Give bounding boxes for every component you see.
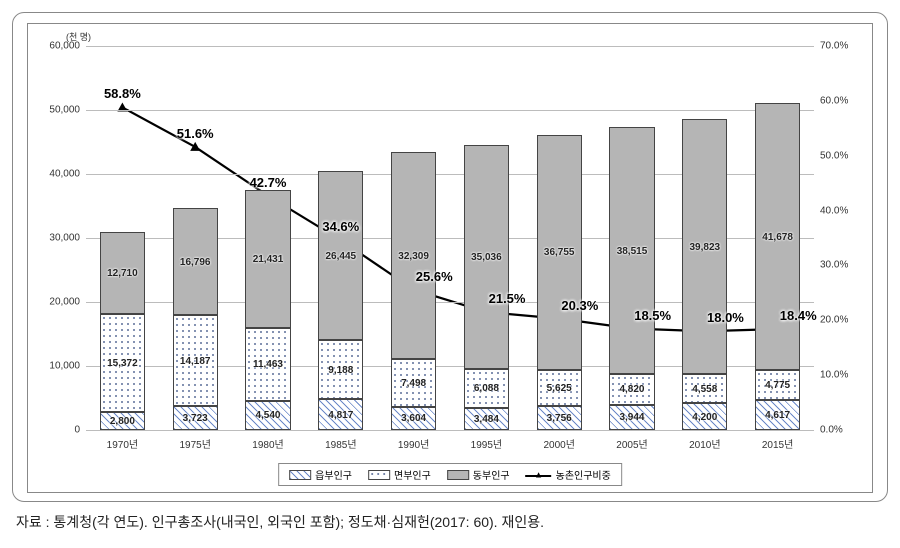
bar-value-label: 15,372	[107, 358, 138, 369]
bar-value-label: 6,088	[474, 383, 499, 394]
bar-value-label: 14,187	[180, 356, 211, 367]
legend-item-eup: 읍부인구	[289, 467, 352, 482]
bar-value-label: 11,463	[253, 359, 283, 370]
trend-line	[122, 107, 777, 331]
bar-group: 3,944 4,820 38,515	[609, 46, 654, 430]
bar-value-label: 9,188	[328, 365, 353, 376]
bar-value-label: 3,944	[619, 412, 644, 423]
bar-value-label: 39,823	[689, 242, 720, 253]
y-right-tick-label: 20.0%	[820, 315, 848, 326]
bar-value-label: 4,817	[328, 410, 353, 421]
bar-value-label: 32,309	[398, 251, 429, 262]
bar-value-label: 3,484	[474, 414, 499, 425]
bar-value-label: 38,515	[617, 246, 648, 257]
bar-group: 3,756 5,625 36,755	[537, 46, 582, 430]
trend-value-label: 18.0%	[707, 310, 744, 325]
legend-label-line: 농촌인구비중	[556, 467, 611, 482]
x-tick-label: 2000년	[543, 436, 574, 451]
legend-label-dong: 동부인구	[473, 467, 510, 482]
bar-group: 4,817 9,188 26,445	[318, 46, 363, 430]
y-left-tick-label: 10,000	[49, 361, 80, 372]
bar-value-label: 4,820	[619, 384, 644, 395]
legend-label-eup: 읍부인구	[315, 467, 352, 482]
bar-value-label: 3,756	[547, 413, 572, 424]
bar-group: 2,800 15,372 12,710	[100, 46, 145, 430]
bar-value-label: 21,431	[253, 254, 284, 265]
bar-value-label: 3,723	[183, 413, 208, 424]
legend-label-myeon: 면부인구	[394, 467, 431, 482]
x-tick-label: 1970년	[107, 436, 138, 451]
trend-value-label: 58.8%	[104, 86, 141, 101]
bar-value-label: 26,445	[325, 251, 356, 262]
y-left-tick-label: 0	[74, 425, 80, 436]
trend-value-label: 42.7%	[250, 175, 287, 190]
bar-value-label: 7,498	[401, 378, 426, 389]
bar-value-label: 4,558	[692, 384, 717, 395]
trend-value-label: 18.5%	[634, 308, 671, 323]
trend-value-label: 34.6%	[322, 219, 359, 234]
x-tick-label: 1985년	[325, 436, 356, 451]
y-right-tick-label: 10.0%	[820, 370, 848, 381]
y-right-tick-label: 50.0%	[820, 150, 848, 161]
y-right-tick-label: 40.0%	[820, 205, 848, 216]
x-tick-label: 1975년	[179, 436, 210, 451]
bar-value-label: 3,604	[401, 413, 426, 424]
trend-value-label: 21.5%	[489, 291, 526, 306]
swatch-dong	[447, 470, 469, 480]
y-left-tick-label: 30,000	[49, 233, 80, 244]
x-tick-label: 1980년	[252, 436, 283, 451]
legend-item-dong: 동부인구	[447, 467, 510, 482]
legend: 읍부인구 면부인구 동부인구 농촌인구비중	[278, 463, 622, 486]
x-tick-label: 1990년	[398, 436, 429, 451]
bar-group: 3,723 14,187 16,796	[173, 46, 218, 430]
bar-value-label: 36,755	[544, 247, 575, 258]
y-left-tick-label: 20,000	[49, 297, 80, 308]
chart-container: (천 명) 010,00020,00030,00040,00050,00060,…	[27, 23, 873, 493]
x-tick-label: 2015년	[762, 436, 793, 451]
bar-group: 4,540 11,463 21,431	[245, 46, 290, 430]
bar-value-label: 2,800	[110, 416, 135, 427]
plot-area: 010,00020,00030,00040,00050,00060,0000.0…	[86, 46, 814, 430]
y-left-tick-label: 50,000	[49, 105, 80, 116]
swatch-myeon	[368, 470, 390, 480]
trend-value-label: 18.4%	[780, 308, 817, 323]
x-tick-label: 1995년	[471, 436, 502, 451]
legend-item-myeon: 면부인구	[368, 467, 431, 482]
y-right-tick-label: 30.0%	[820, 260, 848, 271]
bar-value-label: 5,625	[547, 383, 572, 394]
y-right-tick-label: 60.0%	[820, 95, 848, 106]
legend-item-line: 농촌인구비중	[526, 467, 611, 482]
bar-value-label: 4,617	[765, 410, 790, 421]
bar-value-label: 41,678	[762, 232, 793, 243]
grid-line	[86, 430, 814, 431]
bar-group: 3,484 6,088 35,036	[464, 46, 509, 430]
trend-value-label: 20.3%	[561, 298, 598, 313]
bar-value-label: 35,036	[471, 252, 502, 263]
y-left-tick-label: 40,000	[49, 169, 80, 180]
bar-value-label: 12,710	[107, 268, 138, 279]
bar-value-label: 4,540	[255, 410, 280, 421]
y-right-tick-label: 0.0%	[820, 425, 843, 436]
y-left-tick-label: 60,000	[49, 41, 80, 52]
x-tick-label: 2010년	[689, 436, 720, 451]
bar-value-label: 4,200	[692, 412, 717, 423]
x-tick-label: 2005년	[616, 436, 647, 451]
trend-value-label: 51.6%	[177, 126, 214, 141]
bar-group: 3,604 7,498 32,309	[391, 46, 436, 430]
source-citation: 자료 : 통계청(각 연도). 인구총조사(내국인, 외국인 포함); 정도채·…	[16, 512, 888, 532]
bar-value-label: 16,796	[180, 257, 211, 268]
bar-group: 4,200 4,558 39,823	[682, 46, 727, 430]
bar-value-label: 4,775	[765, 380, 790, 391]
figure-frame: (천 명) 010,00020,00030,00040,00050,00060,…	[12, 12, 888, 502]
swatch-line-icon	[526, 470, 552, 480]
trend-value-label: 25.6%	[416, 269, 453, 284]
swatch-eup	[289, 470, 311, 480]
y-right-tick-label: 70.0%	[820, 41, 848, 52]
bar-group: 4,617 4,775 41,678	[755, 46, 800, 430]
